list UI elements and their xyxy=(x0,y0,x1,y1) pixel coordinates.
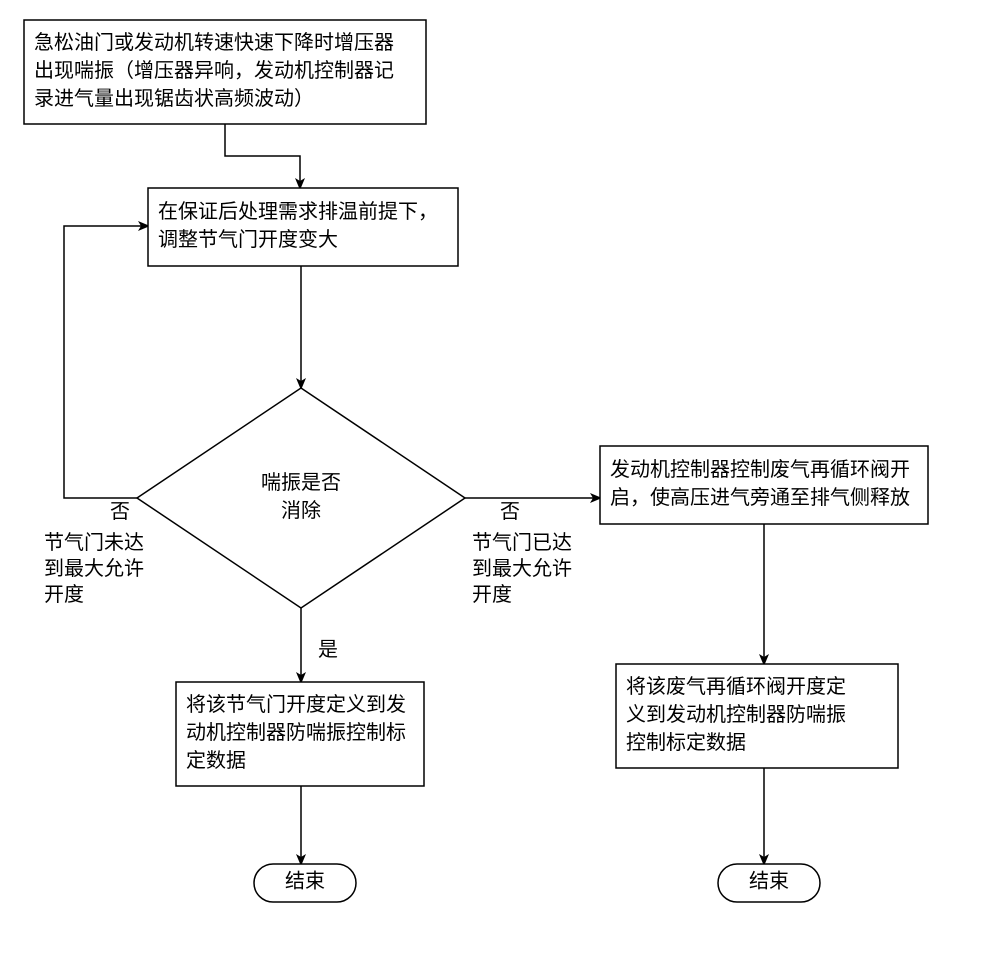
edge-start-adjust xyxy=(225,124,300,188)
terminal-label: 结束 xyxy=(749,870,789,893)
node-diamond xyxy=(137,388,465,608)
node-adjust: 在保证后处理需求排温前提下，调整节气门开度变大 xyxy=(148,188,458,266)
node-end1: 结束 xyxy=(254,864,356,902)
node-end2: 结束 xyxy=(718,864,820,902)
edge-label-top-decision-no-right: 否 xyxy=(500,501,520,523)
edge-decision-no-left xyxy=(64,226,148,498)
edge-label-top-decision-no-left: 否 xyxy=(110,501,130,523)
edge-multiline-decision-no-right: 节气门已达到最大允许开度 xyxy=(472,531,572,606)
edge-multiline-decision-no-left: 节气门未达到最大允许开度 xyxy=(44,531,144,606)
terminal-label: 结束 xyxy=(285,870,325,893)
edge-label-decision-yes: 是 xyxy=(318,639,338,661)
node-defineEgr: 将该废气再循环阀开度定义到发动机控制器防喘振控制标定数据 xyxy=(616,664,898,768)
node-egrOpen: 发动机控制器控制废气再循环阀开启，使高压进气旁通至排气侧释放 xyxy=(600,446,928,524)
node-start: 急松油门或发动机转速快速下降时增压器出现喘振（增压器异响，发动机控制器记录进气量… xyxy=(24,20,426,124)
node-decision: 喘振是否消除 xyxy=(137,388,465,608)
node-defineThrottle: 将该节气门开度定义到发动机控制器防喘振控制标定数据 xyxy=(176,682,424,786)
